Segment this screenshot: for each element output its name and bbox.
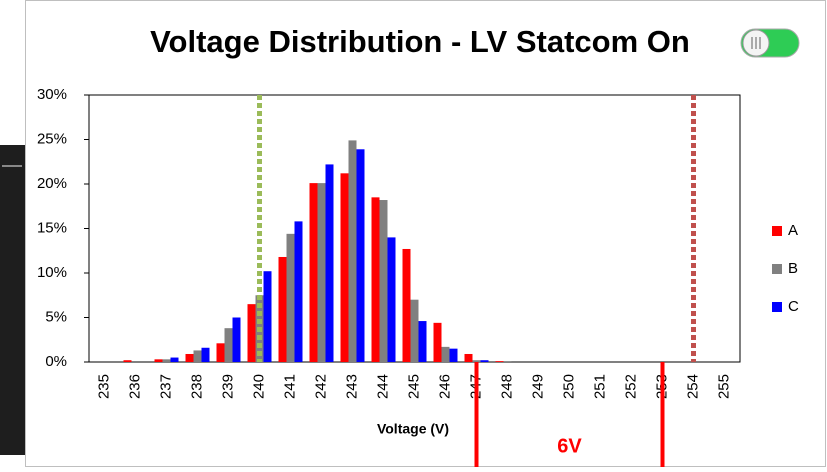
x-tick-label: 252 [622, 374, 639, 399]
x-tick-label: 249 [529, 374, 546, 399]
x-tick-label: 254 [684, 374, 701, 399]
bar [495, 361, 504, 362]
bar [170, 357, 179, 362]
bar [317, 183, 326, 362]
y-tick-label: 25% [37, 130, 67, 147]
bar [216, 343, 225, 362]
bar [286, 233, 295, 362]
bar [503, 361, 512, 362]
bar [464, 353, 473, 362]
x-tick-label: 250 [560, 374, 577, 399]
bar [441, 346, 450, 362]
bar [154, 359, 163, 362]
x-tick-label: 255 [715, 374, 732, 399]
bar [185, 353, 194, 362]
bar [325, 164, 334, 362]
legend-label: C [788, 298, 799, 315]
y-tick-label: 30% [37, 86, 67, 103]
side-image-detail [2, 165, 22, 167]
bar [224, 328, 233, 362]
bar [294, 221, 303, 362]
legend-swatch [772, 226, 782, 236]
x-tick-label: 237 [157, 374, 174, 399]
bar [162, 359, 171, 362]
bar [356, 149, 365, 362]
x-tick-label: 245 [405, 374, 422, 399]
bar [418, 321, 427, 362]
y-tick-label: 5% [45, 308, 67, 325]
bar [309, 183, 318, 362]
bar [201, 347, 210, 362]
legend-swatch [772, 264, 782, 274]
legend-label: A [788, 222, 798, 239]
legend-swatch [772, 302, 782, 312]
bar [193, 350, 202, 362]
x-tick-label: 236 [126, 374, 143, 399]
x-tick-label: 242 [312, 374, 329, 399]
bar [371, 197, 380, 362]
bar [232, 317, 241, 362]
x-tick-label: 239 [219, 374, 236, 399]
toggle-icon[interactable] [740, 28, 800, 58]
x-tick-label: 244 [374, 374, 391, 399]
y-tick-label: 10% [37, 264, 67, 281]
y-tick-label: 0% [45, 353, 67, 370]
bar [449, 348, 458, 362]
x-tick-label: 248 [498, 374, 515, 399]
x-axis-label: Voltage (V) [377, 421, 449, 437]
bar [263, 271, 272, 362]
bar [340, 173, 349, 362]
bar [433, 322, 442, 362]
bar [410, 299, 419, 362]
bar [472, 360, 481, 362]
legend-label: B [788, 260, 798, 277]
x-tick-label: 238 [188, 374, 205, 399]
y-tick-label: 15% [37, 219, 67, 236]
bar [379, 200, 388, 362]
chart-frame [25, 0, 826, 467]
bar [402, 248, 411, 362]
x-tick-label: 241 [281, 374, 298, 399]
annotation-text: 6V [557, 435, 582, 457]
bar [247, 304, 256, 362]
bar [480, 360, 489, 362]
x-tick-label: 243 [343, 374, 360, 399]
x-tick-label: 251 [591, 374, 608, 399]
bar [387, 237, 396, 362]
x-tick-label: 240 [250, 374, 267, 399]
x-tick-label: 235 [95, 374, 112, 399]
y-tick-label: 20% [37, 175, 67, 192]
x-tick-label: 246 [436, 374, 453, 399]
bar [348, 140, 357, 362]
chart-title: Voltage Distribution - LV Statcom On [150, 24, 690, 59]
bar [278, 256, 287, 362]
side-image [0, 145, 25, 455]
bar [123, 360, 132, 362]
